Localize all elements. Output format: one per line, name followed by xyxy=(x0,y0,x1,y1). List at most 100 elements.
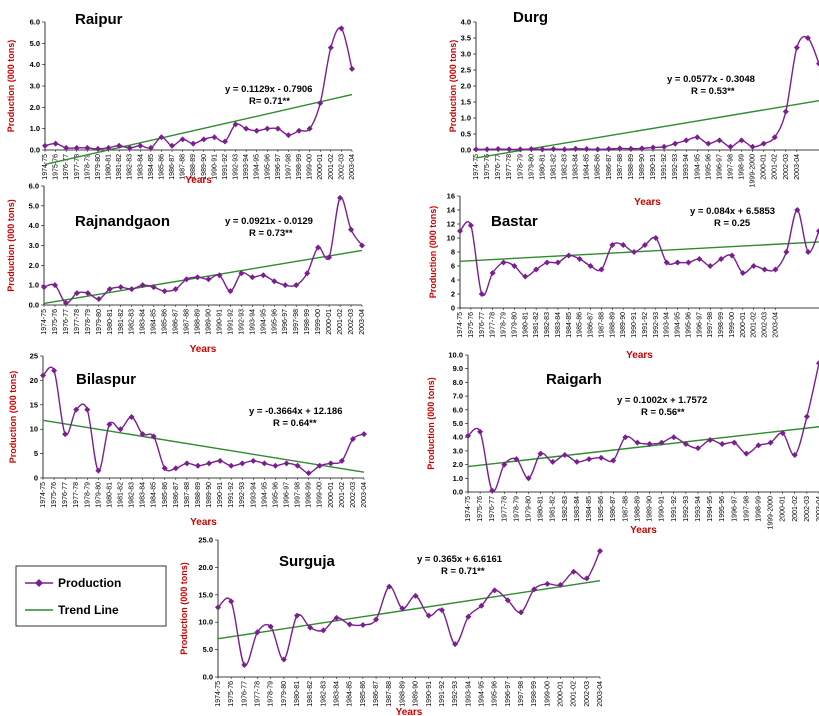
chart-durg: 0.0 0.5 1.0 1.5 2.0 2.5 3.0 3.5 4.0 1974-75 1975-7… xyxy=(448,9,819,208)
x-tick-label: 1981-82 xyxy=(533,312,540,338)
x-tick-label: 1974-75 xyxy=(42,154,49,180)
production-point xyxy=(161,465,168,472)
x-tick-label: 1997-98 xyxy=(285,154,292,180)
x-tick-label: 1983-84 xyxy=(140,309,147,335)
y-tick-label: 2.0 xyxy=(29,261,39,270)
x-tick-label: 1994-95 xyxy=(478,681,485,707)
x-tick-label: 1997-98 xyxy=(295,482,302,508)
production-point xyxy=(349,65,355,72)
x-tick-label: 1988-89 xyxy=(628,154,635,180)
x-tick-label: 1988-89 xyxy=(195,482,202,508)
production-point xyxy=(117,284,124,291)
x-tick-label: 1986-87 xyxy=(373,681,380,707)
x-tick-label: 1991-92 xyxy=(439,681,446,707)
production-point xyxy=(816,228,819,234)
production-point xyxy=(296,127,303,134)
production-point xyxy=(816,360,819,367)
production-point xyxy=(217,457,224,464)
x-tick-label: 2002-03 xyxy=(783,154,790,180)
y-tick-label: 10.0 xyxy=(198,618,213,627)
x-tick-label: 1995-96 xyxy=(264,154,271,180)
chart-title: Rajnandgaon xyxy=(75,213,170,230)
y-tick-label: 6.0 xyxy=(30,18,40,27)
x-tick-label: 1996-97 xyxy=(284,482,291,508)
y-tick-label: 4.0 xyxy=(29,221,39,230)
production-point xyxy=(467,222,474,229)
production-point xyxy=(373,616,380,623)
production-point xyxy=(359,242,365,249)
y-tick-label: 15 xyxy=(30,400,38,409)
x-tick-label: 1980-81 xyxy=(538,496,545,522)
x-tick-label: 1986-87 xyxy=(588,312,595,338)
chart-rajnandgaon: 0.0 1.0 2.0 3.0 4.0 5.0 6.0 1974-75 1975-76 1976-… xyxy=(6,182,366,356)
x-tick-label: 2003-04 xyxy=(794,154,801,180)
production-point xyxy=(583,146,590,153)
y-tick-label: 8.0 xyxy=(453,378,463,387)
x-tick-label: 2000-01 xyxy=(328,482,335,508)
x-tick-label: 1980-81 xyxy=(106,482,113,508)
x-tick-label: 2000-01 xyxy=(317,154,324,180)
production-point xyxy=(750,263,757,269)
y-axis-label: Production (000 tons) xyxy=(8,371,18,464)
trend-equation: y = 0.1002x + 1.7572 xyxy=(617,395,707,406)
production-point xyxy=(743,450,750,457)
y-axis-label: Production (000 tons) xyxy=(428,206,438,299)
x-tick-label: 2003-04 xyxy=(772,312,779,338)
x-tick-label: 1982-83 xyxy=(562,496,569,522)
x-tick-label: 1989-90 xyxy=(201,154,208,180)
production-point xyxy=(478,602,485,609)
x-tick-label: 1986-87 xyxy=(610,496,617,522)
x-tick-label: 1994-95 xyxy=(675,312,682,338)
production-point xyxy=(658,439,665,446)
x-tick-label: 1997-98 xyxy=(727,154,734,180)
production-point xyxy=(761,266,768,273)
production-point xyxy=(605,146,612,153)
x-tick-label: 1991-92 xyxy=(222,154,229,180)
production-point xyxy=(484,146,491,153)
production-point xyxy=(228,462,235,469)
x-tick-label: 1979-80 xyxy=(95,154,102,180)
x-tick-label: 1997-98 xyxy=(743,496,750,522)
x-tick-label: 1999-2000 xyxy=(768,496,775,530)
y-axis-label: Production (000 tons) xyxy=(6,199,16,292)
production-point xyxy=(674,259,681,266)
y-tick-label: 14 xyxy=(447,206,456,215)
production-point xyxy=(221,138,228,145)
production-point xyxy=(506,146,513,153)
x-tick-label: 1975-76 xyxy=(228,681,235,707)
x-axis-label: Years xyxy=(190,517,217,528)
production-point xyxy=(805,249,812,255)
chart-title: Bilaspur xyxy=(76,371,136,388)
production-point xyxy=(650,144,657,151)
x-tick-label: 1999-00 xyxy=(307,154,314,180)
production-point xyxy=(294,462,301,469)
production-point xyxy=(116,142,123,149)
production-point xyxy=(327,460,334,467)
y-tick-label: 3.0 xyxy=(461,50,471,59)
production-point xyxy=(631,249,638,255)
x-tick-label: 1981-82 xyxy=(307,681,314,707)
x-tick-label: 1987-88 xyxy=(184,309,191,335)
x-tick-label: 1974-75 xyxy=(465,496,472,522)
x-tick-label: 1990-91 xyxy=(650,154,657,180)
x-tick-label: 1976-77 xyxy=(495,154,502,180)
production-point xyxy=(489,270,496,276)
production-point xyxy=(513,456,520,463)
production-point xyxy=(683,137,690,144)
x-tick-label: 2001-02 xyxy=(772,154,779,180)
x-tick-label: 1993-94 xyxy=(695,496,702,522)
x-tick-label: 1977-78 xyxy=(73,482,80,508)
x-tick-label: 1976-77 xyxy=(62,482,69,508)
y-tick-label: 5.0 xyxy=(203,645,213,654)
trend-line xyxy=(44,93,353,166)
x-tick-label: 1981-82 xyxy=(116,154,123,180)
x-tick-label: 1993-94 xyxy=(664,312,671,338)
y-tick-label: 8 xyxy=(451,248,455,257)
production-point xyxy=(760,140,767,147)
y-axis-label: Production (000 tons) xyxy=(6,40,16,133)
y-tick-label: 6.0 xyxy=(453,405,463,414)
production-point xyxy=(139,431,146,438)
x-tick-label: 1997-98 xyxy=(707,312,714,338)
x-tick-label: 1984-85 xyxy=(566,312,573,338)
production-point xyxy=(62,300,69,307)
